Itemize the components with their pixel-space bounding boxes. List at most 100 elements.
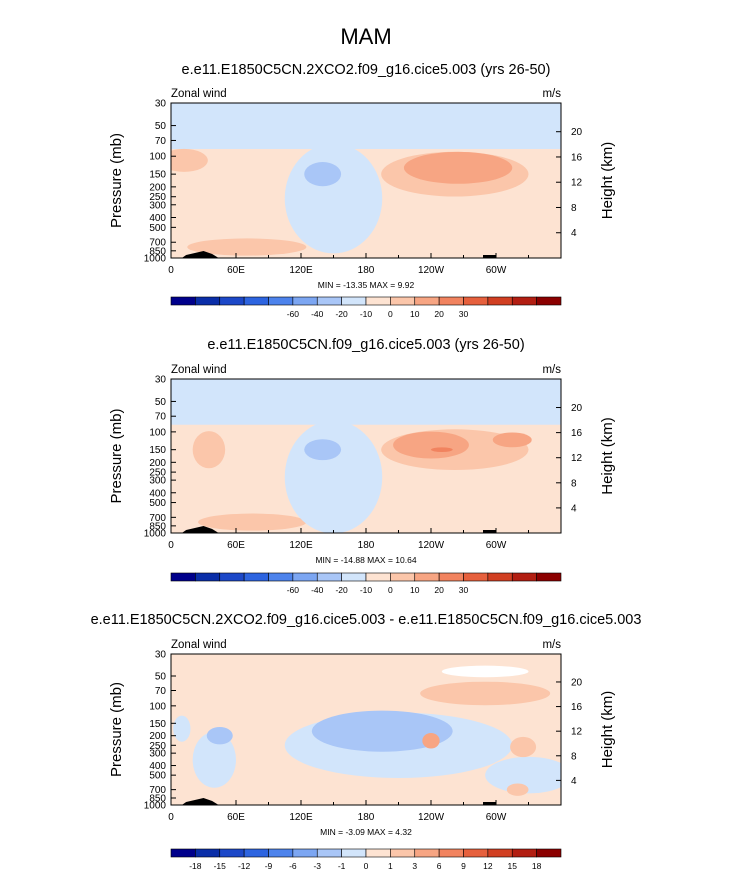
colorbar-swatch	[243, 572, 269, 582]
field-label: Zonal wind	[171, 88, 227, 100]
contour-region-pos3	[403, 151, 513, 184]
y-tick-label: 100	[149, 427, 166, 438]
colorbar-swatch	[390, 572, 416, 582]
colorbar-swatch	[463, 296, 489, 306]
colorbar-tick-label: -40	[311, 309, 324, 319]
contour-field	[171, 103, 561, 258]
y-axis-label: Pressure (mb)	[108, 133, 125, 228]
y-tick-label: 500	[149, 771, 166, 782]
y-tick-label: 400	[149, 213, 166, 224]
y-tick-label: 200	[149, 458, 166, 469]
colorbar-swatch	[195, 848, 221, 858]
y-tick-label: 30	[155, 650, 167, 661]
colorbar-tick-label: -40	[311, 585, 324, 595]
colorbar-tick-label: 1	[388, 861, 393, 871]
colorbar-tick-label: -3	[313, 861, 321, 871]
colorbar-tick-label: 12	[483, 861, 493, 871]
colorbar-swatch	[219, 296, 245, 306]
y-tick-label: 200	[149, 182, 166, 193]
y-tick-label: 200	[149, 731, 166, 742]
y2-tick-label: 12	[571, 453, 583, 464]
colorbar-swatch	[268, 848, 294, 858]
y2-tick-label: 16	[571, 702, 583, 713]
colorbar-tick-label: 18	[532, 861, 542, 871]
y2-tick-label: 12	[571, 178, 583, 189]
colorbar-swatch	[316, 296, 342, 306]
colorbar-swatch	[195, 296, 221, 306]
colorbar-swatch	[463, 848, 489, 858]
colorbar-tick-label: -60	[287, 585, 300, 595]
y-tick-label: 500	[149, 223, 166, 234]
colorbar-tick-label: 0	[388, 585, 393, 595]
y-tick-label: 400	[149, 488, 166, 499]
x-tick-label: 0	[168, 812, 174, 823]
figure-title: MAM	[340, 24, 391, 49]
colorbar-swatch	[365, 296, 391, 306]
colorbar-tick-label: 10	[410, 309, 420, 319]
colorbar-tick-label: 15	[508, 861, 518, 871]
colorbar-swatch	[487, 296, 513, 306]
contour-region-neg1	[284, 143, 383, 254]
colorbar-tick-label: -15	[214, 861, 227, 871]
y-tick-label: 250	[149, 741, 166, 752]
topography	[181, 798, 219, 805]
y2-tick-label: 8	[571, 751, 577, 762]
colorbar-tick-label: -10	[360, 309, 373, 319]
y-tick-label: 70	[155, 412, 167, 423]
y-tick-label: 700	[149, 238, 166, 249]
colorbar-swatch	[414, 572, 440, 582]
x-tick-label: 60W	[486, 812, 507, 823]
colorbar-swatch	[390, 848, 416, 858]
colorbar-tick-label: 6	[437, 861, 442, 871]
colorbar-swatch	[170, 848, 196, 858]
field-label: Zonal wind	[171, 364, 227, 376]
contour-region-pos3	[492, 432, 532, 448]
x-tick-label: 180	[358, 265, 375, 276]
y2-tick-label: 4	[571, 503, 577, 514]
colorbar-swatch	[243, 848, 269, 858]
colorbar-swatch	[243, 296, 269, 306]
y2-tick-label: 4	[571, 228, 577, 239]
topography	[483, 255, 496, 258]
y-axis-label: Pressure (mb)	[108, 682, 125, 777]
x-tick-label: 180	[358, 540, 375, 551]
topography	[181, 526, 219, 533]
colorbar-swatch	[438, 296, 464, 306]
topography	[181, 251, 219, 258]
colorbar-tick-label: -18	[189, 861, 202, 871]
y-tick-label: 100	[149, 701, 166, 712]
colorbar-tick-label: -1	[338, 861, 346, 871]
contour-region-pos2	[420, 681, 551, 706]
y-tick-label: 250	[149, 192, 166, 203]
y-tick-label: 150	[149, 170, 166, 181]
y-axis-label: Pressure (mb)	[108, 408, 125, 503]
y-tick-label: 300	[149, 749, 166, 760]
colorbar-swatch	[219, 572, 245, 582]
contour-region-neg1	[173, 715, 191, 742]
colorbar-tick-label: 20	[434, 309, 444, 319]
y-tick-label: 850	[149, 246, 166, 257]
colorbar-swatch	[268, 572, 294, 582]
y-tick-label: 400	[149, 761, 166, 772]
min-max-label: MIN = -14.88 MAX = 10.64	[315, 555, 416, 565]
colorbar-swatch	[390, 296, 416, 306]
x-tick-label: 120E	[289, 540, 313, 551]
colorbar-tick-label: -60	[287, 309, 300, 319]
units-label: m/s	[542, 639, 561, 651]
contour-region-neg2	[206, 726, 233, 745]
y2-tick-label: 20	[571, 127, 583, 138]
colorbar-swatch	[536, 296, 562, 306]
colorbar-swatch	[487, 572, 513, 582]
colorbar-swatch	[219, 848, 245, 858]
colorbar-tick-label: 0	[364, 861, 369, 871]
colorbar-tick-label: 30	[459, 585, 469, 595]
x-tick-label: 120W	[418, 265, 445, 276]
contour-region-neg1	[171, 379, 561, 382]
x-tick-label: 0	[168, 265, 174, 276]
colorbar-swatch	[195, 572, 221, 582]
contour-field	[171, 379, 561, 533]
y2-tick-label: 8	[571, 203, 577, 214]
colorbar-swatch	[414, 848, 440, 858]
field-label: Zonal wind	[171, 639, 227, 651]
